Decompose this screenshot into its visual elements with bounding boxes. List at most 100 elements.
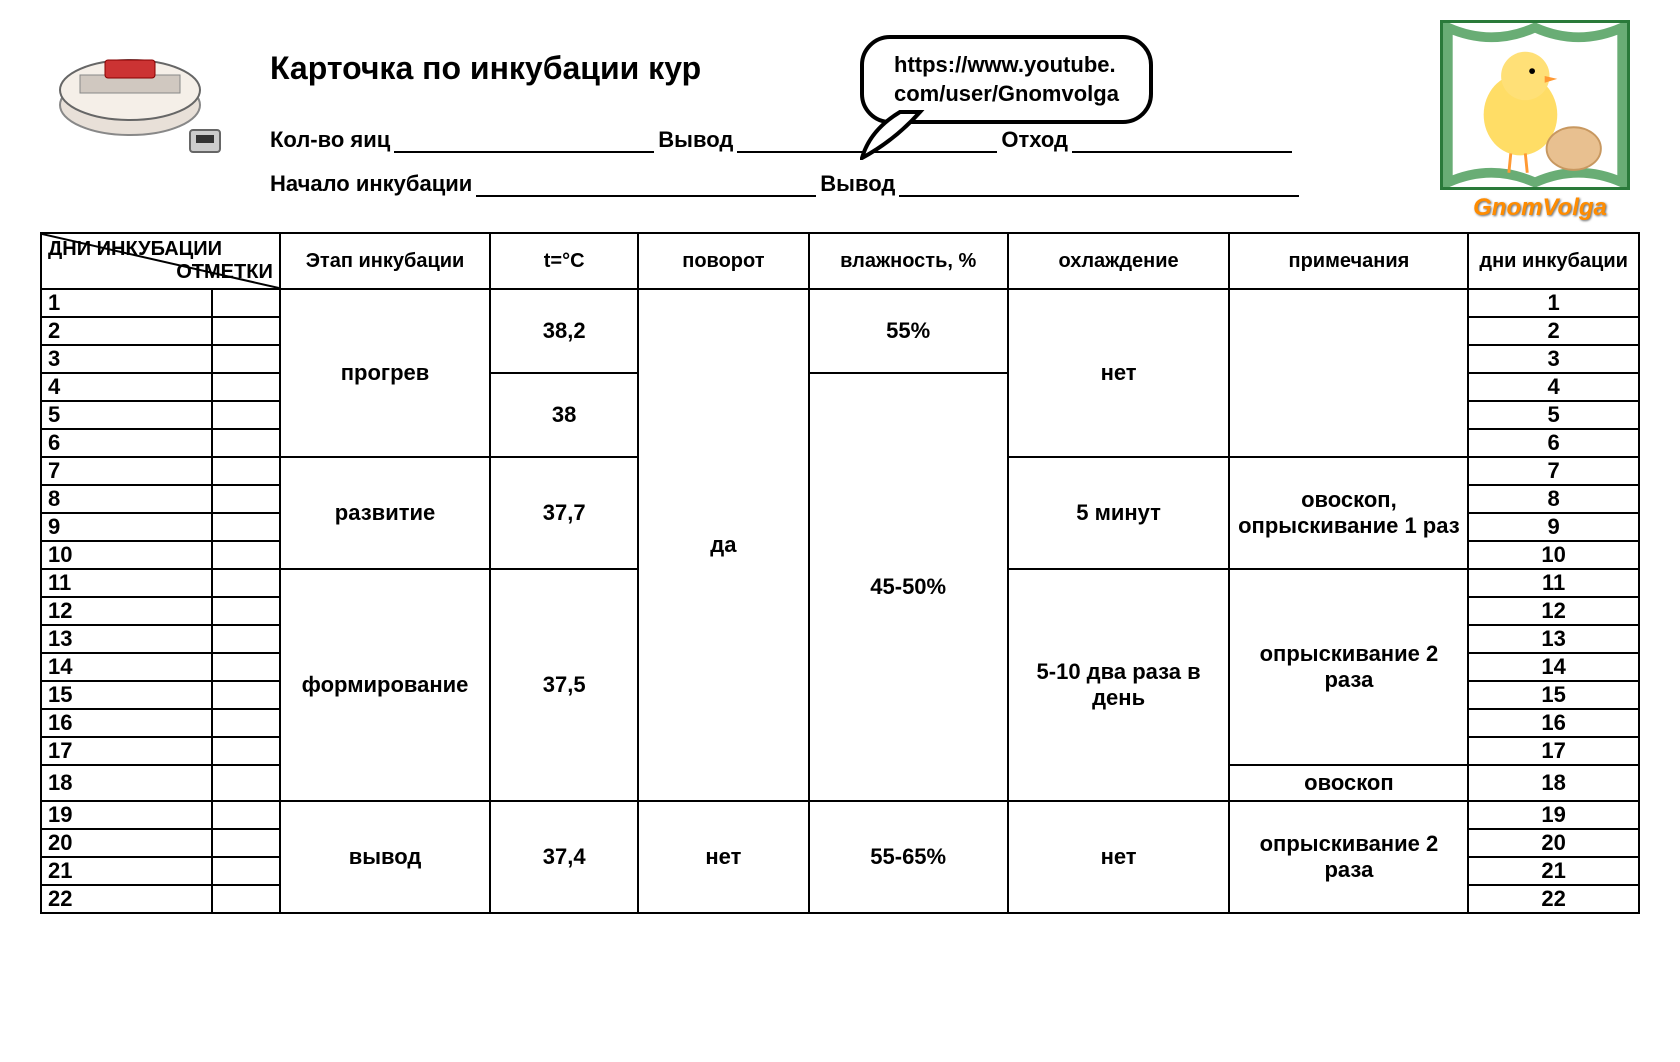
day-left: 17 [41, 737, 212, 765]
day-right: 15 [1468, 681, 1639, 709]
marks-cell[interactable] [212, 857, 280, 885]
diag-top-label: ДНИ ИНКУБАЦИИ [48, 238, 222, 261]
stage-cell: развитие [280, 457, 490, 569]
page-title: Карточка по инкубации кур [270, 50, 1410, 87]
marks-cell[interactable] [212, 457, 280, 485]
marks-cell[interactable] [212, 625, 280, 653]
marks-cell[interactable] [212, 513, 280, 541]
temp-cell: 37,7 [490, 457, 638, 569]
table-row: 1прогрев38,2да55%нет1 [41, 289, 1639, 317]
marks-cell[interactable] [212, 597, 280, 625]
cooling-cell: 5 минут [1008, 457, 1230, 569]
incubation-table: ДНИ ИНКУБАЦИИ ОТМЕТКИ Этап инкубации t=°… [40, 232, 1640, 914]
marks-cell[interactable] [212, 653, 280, 681]
header: Карточка по инкубации кур Кол-во яиц Выв… [40, 20, 1640, 222]
col-turn: поворот [638, 233, 809, 289]
day-right: 12 [1468, 597, 1639, 625]
incubator-image [40, 20, 240, 170]
marks-cell[interactable] [212, 829, 280, 857]
notes-cell: овоскоп, опрыскивание 1 раз [1229, 457, 1468, 569]
temp-cell: 38 [490, 373, 638, 457]
logo-box: GnomVolga [1440, 20, 1640, 222]
humidity-cell: 45-50% [809, 373, 1008, 801]
url-line-1: https://www.youtube. [894, 51, 1119, 80]
chick-image [1440, 20, 1630, 190]
marks-cell[interactable] [212, 681, 280, 709]
day-right: 17 [1468, 737, 1639, 765]
col-humidity: влажность, % [809, 233, 1008, 289]
day-left: 20 [41, 829, 212, 857]
marks-cell[interactable] [212, 765, 280, 801]
day-left: 5 [41, 401, 212, 429]
day-right: 3 [1468, 345, 1639, 373]
notes-cell: опрыскивание 2 раза [1229, 569, 1468, 765]
notes-cell: опрыскивание 2 раза [1229, 801, 1468, 913]
cooling-cell: 5-10 два раза в день [1008, 569, 1230, 801]
start-field[interactable] [476, 175, 816, 197]
humidity-cell: 55-65% [809, 801, 1008, 913]
day-right: 11 [1468, 569, 1639, 597]
day-left: 2 [41, 317, 212, 345]
day-right: 20 [1468, 829, 1639, 857]
day-left: 11 [41, 569, 212, 597]
day-left: 4 [41, 373, 212, 401]
marks-cell[interactable] [212, 317, 280, 345]
col-stage: Этап инкубации [280, 233, 490, 289]
output2-label: Вывод [820, 171, 895, 197]
day-left: 19 [41, 801, 212, 829]
eggs-field[interactable] [394, 131, 654, 153]
day-right: 2 [1468, 317, 1639, 345]
day-left: 18 [41, 765, 212, 801]
col-days-r: дни инкубации [1468, 233, 1639, 289]
marks-cell[interactable] [212, 885, 280, 913]
col-diag: ДНИ ИНКУБАЦИИ ОТМЕТКИ [41, 233, 280, 289]
stage-cell: вывод [280, 801, 490, 913]
marks-cell[interactable] [212, 429, 280, 457]
marks-cell[interactable] [212, 541, 280, 569]
marks-cell[interactable] [212, 737, 280, 765]
day-right: 18 [1468, 765, 1639, 801]
form-line-2: Начало инкубации Вывод [270, 171, 1410, 197]
day-right: 16 [1468, 709, 1639, 737]
marks-cell[interactable] [212, 709, 280, 737]
temp-cell: 37,5 [490, 569, 638, 801]
day-left: 9 [41, 513, 212, 541]
notes-cell [1229, 289, 1468, 457]
marks-cell[interactable] [212, 801, 280, 829]
day-right: 14 [1468, 653, 1639, 681]
waste-field[interactable] [1072, 131, 1292, 153]
logo-text: GnomVolga [1440, 194, 1640, 222]
day-right: 7 [1468, 457, 1639, 485]
day-right: 9 [1468, 513, 1639, 541]
day-right: 19 [1468, 801, 1639, 829]
day-left: 3 [41, 345, 212, 373]
day-left: 15 [41, 681, 212, 709]
day-left: 1 [41, 289, 212, 317]
marks-cell[interactable] [212, 401, 280, 429]
day-left: 10 [41, 541, 212, 569]
humidity-cell: 55% [809, 289, 1008, 373]
day-right: 6 [1468, 429, 1639, 457]
turn-cell: нет [638, 801, 809, 913]
marks-cell[interactable] [212, 289, 280, 317]
day-right: 10 [1468, 541, 1639, 569]
stage-cell: прогрев [280, 289, 490, 457]
day-left: 21 [41, 857, 212, 885]
marks-cell[interactable] [212, 345, 280, 373]
day-right: 13 [1468, 625, 1639, 653]
temp-cell: 38,2 [490, 289, 638, 373]
waste-label: Отход [1001, 127, 1068, 153]
stage-cell: формирование [280, 569, 490, 801]
output2-field[interactable] [899, 175, 1299, 197]
table-row: 19вывод37,4нет55-65%нетопрыскивание 2 ра… [41, 801, 1639, 829]
marks-cell[interactable] [212, 569, 280, 597]
day-right: 8 [1468, 485, 1639, 513]
marks-cell[interactable] [212, 485, 280, 513]
diag-bot-label: ОТМЕТКИ [176, 261, 273, 284]
marks-cell[interactable] [212, 373, 280, 401]
day-left: 16 [41, 709, 212, 737]
day-left: 7 [41, 457, 212, 485]
bubble-tail-icon [860, 110, 940, 160]
table-header-row: ДНИ ИНКУБАЦИИ ОТМЕТКИ Этап инкубации t=°… [41, 233, 1639, 289]
col-cooling: охлаждение [1008, 233, 1230, 289]
